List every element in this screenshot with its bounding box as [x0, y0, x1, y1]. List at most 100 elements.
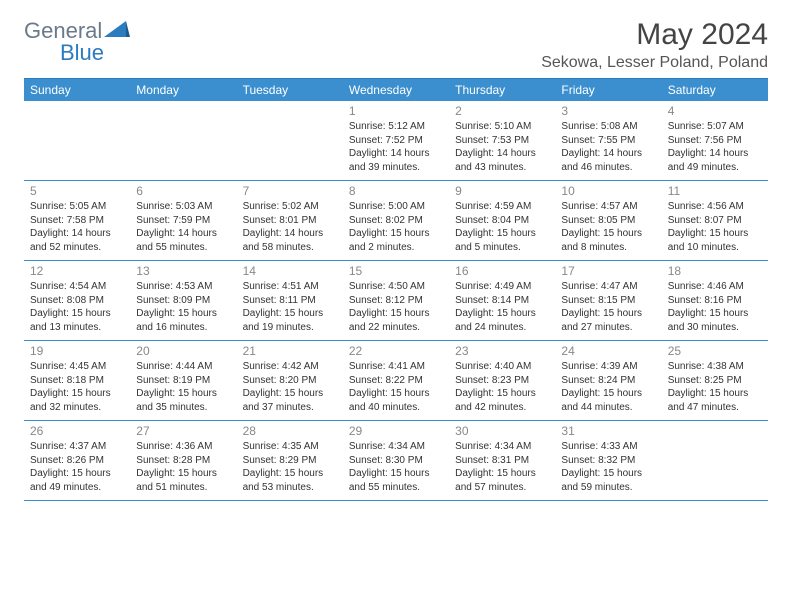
day-cell-21: 21 Sunrise: 4:42 AMSunset: 8:20 PMDayligh… [237, 341, 343, 420]
day-cell-13: 13Sunrise: 4:53 AMSunset: 8:09 PMDayligh… [130, 261, 236, 340]
day-number: 13 [136, 264, 230, 278]
day-details: Sunrise: 4:56 AMSunset: 8:07 PMDaylight:… [668, 200, 762, 254]
day-number: 29 [349, 424, 443, 438]
day-details: Sunrise: 4:42 AMSunset: 8:20 PMDaylight:… [243, 360, 337, 414]
day-number: 18 [668, 264, 762, 278]
day-number: 23 [455, 344, 549, 358]
day-cell-9: 9 Sunrise: 4:59 AMSunset: 8:04 PMDaylight… [449, 181, 555, 260]
day-number: 4 [668, 104, 762, 118]
day-details: Sunrise: 4:34 AMSunset: 8:30 PMDaylight:… [349, 440, 443, 494]
day-number: 16 [455, 264, 549, 278]
day-details: Sunrise: 5:08 AMSunset: 7:55 PMDaylight:… [561, 120, 655, 174]
day-cell-17: 17Sunrise: 4:47 AMSunset: 8:15 PMDayligh… [555, 261, 661, 340]
day-details: Sunrise: 5:02 AMSunset: 8:01 PMDaylight:… [243, 200, 337, 254]
day-details: Sunrise: 4:41 AMSunset: 8:22 PMDaylight:… [349, 360, 443, 414]
day-number: 6 [136, 184, 230, 198]
day-header-monday: Monday [130, 79, 236, 101]
day-number: 30 [455, 424, 549, 438]
day-details: Sunrise: 5:12 AMSunset: 7:52 PMDaylight:… [349, 120, 443, 174]
day-cell-24: 24 Sunrise: 4:39 AMSunset: 8:24 PMDayligh… [555, 341, 661, 420]
day-cell-25: 25 Sunrise: 4:38 AMSunset: 8:25 PMDayligh… [662, 341, 768, 420]
day-details: Sunrise: 5:10 AMSunset: 7:53 PMDaylight:… [455, 120, 549, 174]
day-details: Sunrise: 4:37 AMSunset: 8:26 PMDaylight:… [30, 440, 124, 494]
logo-triangle-icon [104, 19, 130, 44]
day-details: Sunrise: 4:38 AMSunset: 8:25 PMDaylight:… [668, 360, 762, 414]
day-number: 20 [136, 344, 230, 358]
day-number: 5 [30, 184, 124, 198]
day-number: 11 [668, 184, 762, 198]
day-cell-28: 28Sunrise: 4:35 AMSunset: 8:29 PMDayligh… [237, 421, 343, 500]
day-cell-16: 16Sunrise: 4:49 AMSunset: 8:14 PMDayligh… [449, 261, 555, 340]
day-cell-3: 3 Sunrise: 5:08 AMSunset: 7:55 PMDaylight… [555, 101, 661, 180]
month-title: May 2024 [541, 18, 768, 52]
day-cell-7: 7Sunrise: 5:02 AMSunset: 8:01 PMDaylight… [237, 181, 343, 260]
day-header-tuesday: Tuesday [237, 79, 343, 101]
title-block: May 2024 Sekowa, Lesser Poland, Poland [541, 18, 768, 72]
day-number: 22 [349, 344, 443, 358]
day-details: Sunrise: 4:33 AMSunset: 8:32 PMDaylight:… [561, 440, 655, 494]
day-details: Sunrise: 4:47 AMSunset: 8:15 PMDaylight:… [561, 280, 655, 334]
header: General Blue May 2024 Sekowa, Lesser Pol… [24, 18, 768, 72]
day-number: 31 [561, 424, 655, 438]
weeks-container: 1 Sunrise: 5:12 AMSunset: 7:52 PMDaylight… [24, 101, 768, 501]
day-cell-5: 5Sunrise: 5:05 AMSunset: 7:58 PMDaylight… [24, 181, 130, 260]
day-number: 9 [455, 184, 549, 198]
day-details: Sunrise: 5:00 AMSunset: 8:02 PMDaylight:… [349, 200, 443, 254]
day-number: 1 [349, 104, 443, 118]
week-row: 1 Sunrise: 5:12 AMSunset: 7:52 PMDaylight… [24, 101, 768, 181]
day-cell-18: 18 Sunrise: 4:46 AMSunset: 8:16 PMDayligh… [662, 261, 768, 340]
day-number: 8 [349, 184, 443, 198]
day-number: 21 [243, 344, 337, 358]
day-header-sunday: Sunday [24, 79, 130, 101]
day-cell-12: 12Sunrise: 4:54 AMSunset: 8:08 PMDayligh… [24, 261, 130, 340]
day-details: Sunrise: 4:50 AMSunset: 8:12 PMDaylight:… [349, 280, 443, 334]
day-number: 2 [455, 104, 549, 118]
day-details: Sunrise: 4:34 AMSunset: 8:31 PMDaylight:… [455, 440, 549, 494]
empty-cell [237, 101, 343, 180]
calendar: SundayMondayTuesdayWednesdayThursdayFrid… [24, 78, 768, 501]
day-number: 24 [561, 344, 655, 358]
day-cell-19: 19Sunrise: 4:45 AMSunset: 8:18 PMDayligh… [24, 341, 130, 420]
location-text: Sekowa, Lesser Poland, Poland [541, 54, 768, 72]
day-number: 26 [30, 424, 124, 438]
day-cell-4: 4 Sunrise: 5:07 AMSunset: 7:56 PMDaylight… [662, 101, 768, 180]
logo: General Blue [24, 18, 132, 44]
day-number: 10 [561, 184, 655, 198]
logo-text-blue: Blue [60, 40, 104, 66]
empty-cell [662, 421, 768, 500]
day-cell-31: 31 Sunrise: 4:33 AMSunset: 8:32 PMDayligh… [555, 421, 661, 500]
day-cell-8: 8 Sunrise: 5:00 AMSunset: 8:02 PMDaylight… [343, 181, 449, 260]
day-details: Sunrise: 4:54 AMSunset: 8:08 PMDaylight:… [30, 280, 124, 334]
day-cell-6: 6Sunrise: 5:03 AMSunset: 7:59 PMDaylight… [130, 181, 236, 260]
day-cell-14: 14Sunrise: 4:51 AMSunset: 8:11 PMDayligh… [237, 261, 343, 340]
day-cell-20: 20 Sunrise: 4:44 AMSunset: 8:19 PMDayligh… [130, 341, 236, 420]
day-cell-1: 1 Sunrise: 5:12 AMSunset: 7:52 PMDaylight… [343, 101, 449, 180]
day-cell-27: 27Sunrise: 4:36 AMSunset: 8:28 PMDayligh… [130, 421, 236, 500]
day-details: Sunrise: 4:44 AMSunset: 8:19 PMDaylight:… [136, 360, 230, 414]
day-details: Sunrise: 4:46 AMSunset: 8:16 PMDaylight:… [668, 280, 762, 334]
day-cell-11: 11 Sunrise: 4:56 AMSunset: 8:07 PMDayligh… [662, 181, 768, 260]
day-details: Sunrise: 4:59 AMSunset: 8:04 PMDaylight:… [455, 200, 549, 254]
day-header-wednesday: Wednesday [343, 79, 449, 101]
day-number: 28 [243, 424, 337, 438]
day-cell-23: 23 Sunrise: 4:40 AMSunset: 8:23 PMDayligh… [449, 341, 555, 420]
day-number: 19 [30, 344, 124, 358]
day-header-row: SundayMondayTuesdayWednesdayThursdayFrid… [24, 79, 768, 101]
day-details: Sunrise: 4:40 AMSunset: 8:23 PMDaylight:… [455, 360, 549, 414]
day-number: 15 [349, 264, 443, 278]
day-cell-22: 22 Sunrise: 4:41 AMSunset: 8:22 PMDayligh… [343, 341, 449, 420]
day-number: 3 [561, 104, 655, 118]
day-cell-15: 15 Sunrise: 4:50 AMSunset: 8:12 PMDayligh… [343, 261, 449, 340]
day-cell-2: 2 Sunrise: 5:10 AMSunset: 7:53 PMDaylight… [449, 101, 555, 180]
day-header-thursday: Thursday [449, 79, 555, 101]
day-details: Sunrise: 4:39 AMSunset: 8:24 PMDaylight:… [561, 360, 655, 414]
day-details: Sunrise: 5:07 AMSunset: 7:56 PMDaylight:… [668, 120, 762, 174]
day-details: Sunrise: 4:51 AMSunset: 8:11 PMDaylight:… [243, 280, 337, 334]
day-cell-26: 26 Sunrise: 4:37 AMSunset: 8:26 PMDayligh… [24, 421, 130, 500]
week-row: 5Sunrise: 5:05 AMSunset: 7:58 PMDaylight… [24, 181, 768, 261]
day-number: 25 [668, 344, 762, 358]
empty-cell [24, 101, 130, 180]
day-details: Sunrise: 4:36 AMSunset: 8:28 PMDaylight:… [136, 440, 230, 494]
week-row: 12Sunrise: 4:54 AMSunset: 8:08 PMDayligh… [24, 261, 768, 341]
day-details: Sunrise: 4:57 AMSunset: 8:05 PMDaylight:… [561, 200, 655, 254]
